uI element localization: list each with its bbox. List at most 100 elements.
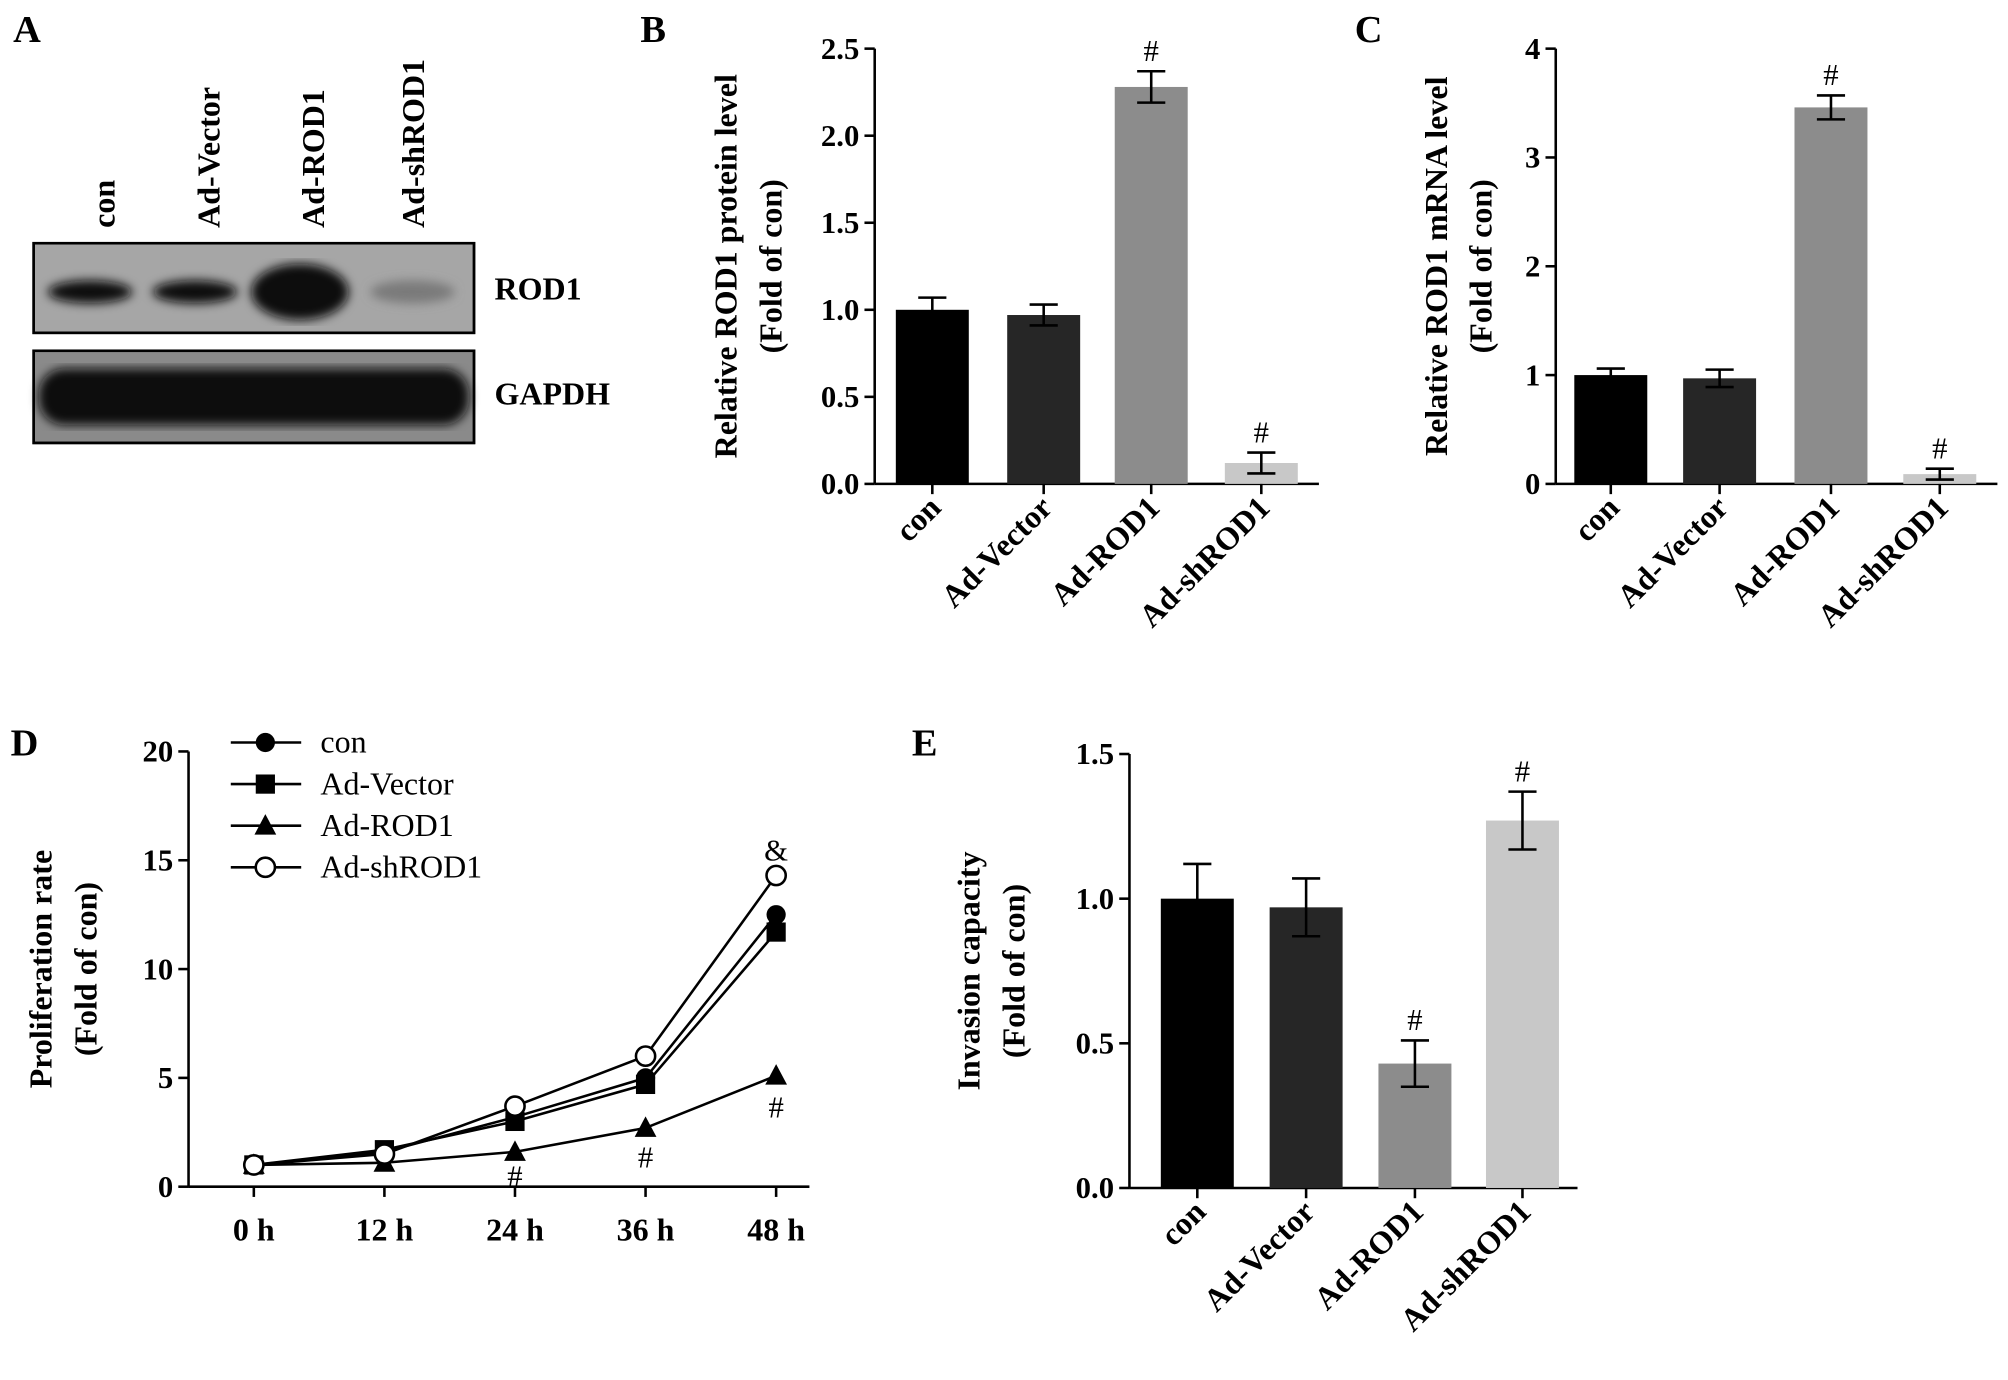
x-tick-label: Ad-Vector [1196,1193,1321,1318]
marker-triangle [504,1140,526,1161]
band-label-gapdh: GAPDH [495,376,611,412]
x-tick-label: con [1567,489,1627,549]
bar-con [1574,375,1648,484]
y-tick-label: 0.5 [821,380,859,414]
legend-label: Ad-ROD1 [320,807,453,843]
y-tick-label: 0 [158,1170,173,1204]
western-blot: con Ad-Vector Ad-ROD1 Ad-shROD1 ROD1 GAPDH [32,59,611,445]
marker-triangle [634,1116,657,1137]
x-tick-label: con [1153,1193,1213,1253]
series-ad-vector [244,922,786,1175]
y-tick-label: 2.5 [821,32,859,66]
bar-con [895,309,969,484]
y-tick-label: 10 [142,952,173,986]
x-tick-label: 0 h [233,1211,275,1247]
y-tick-label: 0 [1525,467,1540,501]
y-tick-label: 20 [142,735,173,769]
chart-e: 0.0 0.5 1.0 1.5 Invasion capacity (Fold of co… [951,737,1578,1338]
y-tick-label: 0.0 [821,467,859,501]
significance-mark: # [638,1140,653,1174]
y-axis-label: (Fold of con) [995,884,1031,1058]
panel-label-b: B [640,9,666,51]
legend-label: con [320,724,366,760]
gapdh-bands [38,368,469,426]
lane-label: Ad-ROD1 [295,89,331,228]
bar-con [1160,898,1234,1188]
y-tick-label: 2.0 [821,119,859,153]
x-tick-label: 12 h [356,1211,414,1247]
significance-mark: # [1932,431,1947,465]
significance-mark: # [1407,1003,1422,1037]
x-tick-label: 36 h [617,1211,675,1247]
significance-mark: # [1823,58,1838,92]
y-tick-label: 4 [1525,32,1540,66]
rod1-band [152,280,238,304]
marker-open-circle [242,1154,265,1176]
series-ad-shrod1 [242,864,788,1176]
y-tick-label: 1 [1525,358,1540,392]
significance-mark: # [1254,415,1269,449]
panel-label-d: D [11,722,39,764]
marker-triangle [765,1064,788,1085]
legend-label: Ad-shROD1 [320,849,482,885]
x-tick-label: 24 h [486,1211,544,1247]
bar-ad-vector [1683,378,1757,484]
legend-item: Ad-ROD1 [230,807,454,843]
marker-square [255,774,275,794]
y-axis-label: (Fold of con) [752,179,788,353]
marker-open-circle [634,1045,657,1068]
band-label-rod1: ROD1 [495,271,582,307]
rod1-band [251,263,349,321]
panel-label-a: A [13,9,41,51]
x-tick-label: 48 h [747,1211,805,1247]
significance-mark: # [1144,34,1159,68]
chart-b: 0.0 0.5 1.0 1.5 2.0 2.5 Relative ROD1 protein … [707,32,1319,634]
y-tick-label: 0.5 [1076,1027,1114,1061]
y-tick-label: 3 [1525,141,1540,175]
y-axis-label: (Fold of con) [67,882,103,1056]
y-tick-label: 5 [158,1061,173,1095]
x-tick-label: Ad-Vector [1610,489,1735,614]
marker-triangle [254,814,277,835]
significance-mark: # [1515,754,1530,788]
y-axis-label: Proliferation rate [23,850,59,1088]
bar-ad-vector [1007,315,1081,484]
y-axis-label: Relative ROD1 mRNA level [1418,76,1454,456]
lane-label: Ad-Vector [190,87,226,228]
marker-open-circle [765,864,788,887]
chart-d: 0 5 10 15 20 Proliferation rate (Fold of con) 0… [23,724,810,1247]
panel-label-c: C [1355,9,1383,51]
y-tick-label: 1.5 [821,206,859,240]
bar-ad-rod1 [1114,86,1188,484]
y-tick-label: 1.0 [821,293,859,327]
rod1-band [370,280,455,304]
marker-square [766,922,786,942]
x-tick-label: Ad-Vector [934,489,1059,614]
marker-open-circle [373,1143,396,1165]
marker-open-circle [504,1095,526,1118]
y-tick-label: 1.0 [1076,882,1114,916]
rod1-band [47,280,133,304]
significance-mark: & [764,833,788,867]
bar-ad-shrod1 [1485,820,1559,1188]
marker-square [505,1111,525,1132]
y-axis-label: Invasion capacity [951,851,987,1090]
y-axis-label: Relative ROD1 protein level [707,74,743,458]
y-tick-label: 15 [142,844,173,878]
legend-item: con [230,724,367,760]
lane-label: Ad-shROD1 [395,59,431,228]
significance-mark: # [768,1091,783,1125]
legend-item: Ad-Vector [230,765,454,801]
y-tick-label: 2 [1525,250,1540,284]
y-axis-label: (Fold of con) [1463,179,1499,353]
legend-label: Ad-Vector [320,765,454,801]
marker-square [635,1074,656,1095]
marker-open-circle [254,856,277,879]
x-tick-label: con [888,489,948,549]
significance-mark: # [507,1160,522,1194]
bar-ad-vector [1269,907,1343,1188]
legend-item: Ad-shROD1 [230,849,482,885]
marker-circle [766,905,786,925]
bar-ad-rod1 [1794,107,1868,484]
